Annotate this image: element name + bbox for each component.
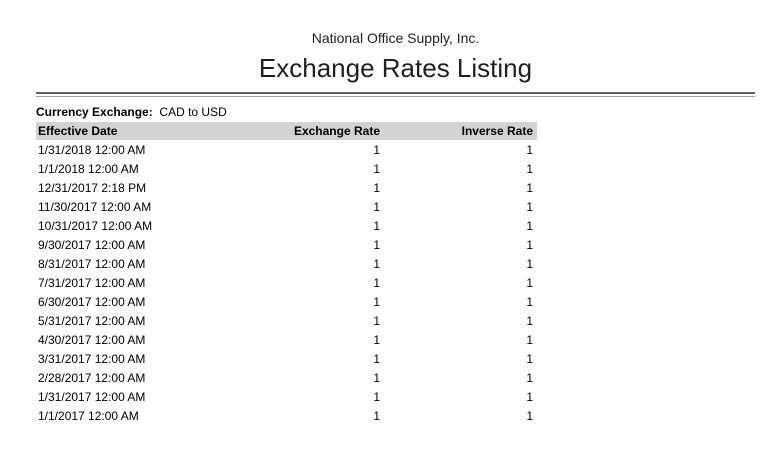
- table-row: 8/31/2017 12:00 AM 1 1: [36, 254, 537, 273]
- cell-effective-date: 8/31/2017 12:00 AM: [38, 256, 146, 271]
- company-name: National Office Supply, Inc.: [311, 30, 480, 46]
- cell-effective-date: 4/30/2017 12:00 AM: [38, 332, 146, 347]
- table-row: 1/31/2017 12:00 AM 1 1: [36, 387, 537, 406]
- cell-exchange-rate: 1: [373, 370, 380, 385]
- cell-exchange-rate: 1: [373, 332, 380, 347]
- cell-inverse-rate: 1: [526, 256, 533, 271]
- cell-inverse-rate: 1: [526, 408, 533, 423]
- table-header-row: Effective Date Exchange Rate Inverse Rat…: [36, 122, 537, 140]
- cell-effective-date: 3/31/2017 12:00 AM: [38, 351, 146, 366]
- table-row: 4/30/2017 12:00 AM 1 1: [36, 330, 537, 349]
- cell-inverse-rate: 1: [526, 180, 533, 195]
- cell-inverse-rate: 1: [526, 332, 533, 347]
- cell-effective-date: 1/31/2018 12:00 AM: [38, 142, 146, 157]
- cell-exchange-rate: 1: [373, 313, 380, 328]
- table-row: 11/30/2017 12:00 AM 1 1: [36, 197, 537, 216]
- cell-exchange-rate: 1: [373, 389, 380, 404]
- table-row: 12/31/2017 2:18 PM 1 1: [36, 178, 537, 197]
- column-header-inverse-rate: Inverse Rate: [384, 122, 537, 140]
- cell-inverse-rate: 1: [526, 389, 533, 404]
- table-row: 10/31/2017 12:00 AM 1 1: [36, 216, 537, 235]
- cell-inverse-rate: 1: [526, 275, 533, 290]
- cell-inverse-rate: 1: [526, 370, 533, 385]
- cell-exchange-rate: 1: [373, 351, 380, 366]
- cell-inverse-rate: 1: [526, 142, 533, 157]
- cell-effective-date: 1/1/2017 12:00 AM: [38, 408, 139, 423]
- cell-exchange-rate: 1: [373, 142, 380, 157]
- cell-inverse-rate: 1: [526, 218, 533, 233]
- column-header-exchange-rate: Exchange Rate: [256, 122, 384, 140]
- page-title: Exchange Rates Listing: [258, 53, 533, 83]
- table-body: 1/31/2018 12:00 AM 1 1 1/1/2018 12:00 AM 1 1 1…: [36, 140, 537, 425]
- table-row: 3/31/2017 12:00 AM 1 1: [36, 349, 537, 368]
- cell-effective-date: 10/31/2017 12:00 AM: [38, 218, 153, 233]
- table-row: 5/31/2017 12:00 AM 1 1: [36, 311, 537, 330]
- report-content: National Office Supply, Inc. Exchange Ra…: [36, 30, 755, 425]
- currency-exchange-filter: Currency Exchange: CAD to USD: [36, 104, 755, 120]
- cell-inverse-rate: 1: [526, 199, 533, 214]
- cell-effective-date: 5/31/2017 12:00 AM: [38, 313, 146, 328]
- cell-effective-date: 6/30/2017 12:00 AM: [38, 294, 146, 309]
- column-header-effective-date: Effective Date: [36, 122, 256, 140]
- cell-inverse-rate: 1: [526, 294, 533, 309]
- cell-effective-date: 1/1/2018 12:00 AM: [38, 161, 139, 176]
- cell-inverse-rate: 1: [526, 351, 533, 366]
- cell-exchange-rate: 1: [373, 256, 380, 271]
- cell-inverse-rate: 1: [526, 237, 533, 252]
- filter-value: CAD to USD: [159, 105, 227, 119]
- title-divider: [36, 92, 755, 97]
- cell-inverse-rate: 1: [526, 313, 533, 328]
- cell-exchange-rate: 1: [373, 218, 380, 233]
- exchange-rates-table: Effective Date Exchange Rate Inverse Rat…: [36, 122, 537, 425]
- table-row: 2/28/2017 12:00 AM 1 1: [36, 368, 537, 387]
- cell-effective-date: 1/31/2017 12:00 AM: [38, 389, 146, 404]
- table-row: 9/30/2017 12:00 AM 1 1: [36, 235, 537, 254]
- cell-inverse-rate: 1: [526, 161, 533, 176]
- table-row: 1/1/2017 12:00 AM 1 1: [36, 406, 537, 425]
- cell-effective-date: 11/30/2017 12:00 AM: [38, 199, 152, 214]
- cell-effective-date: 2/28/2017 12:00 AM: [38, 370, 146, 385]
- cell-exchange-rate: 1: [373, 408, 380, 423]
- table-row: 7/31/2017 12:00 AM 1 1: [36, 273, 537, 292]
- cell-effective-date: 9/30/2017 12:00 AM: [38, 237, 146, 252]
- cell-exchange-rate: 1: [373, 275, 380, 290]
- filter-label: Currency Exchange:: [36, 105, 153, 119]
- cell-exchange-rate: 1: [373, 161, 380, 176]
- cell-exchange-rate: 1: [373, 199, 380, 214]
- cell-exchange-rate: 1: [373, 180, 380, 195]
- table-row: 1/31/2018 12:00 AM 1 1: [36, 140, 537, 159]
- cell-exchange-rate: 1: [373, 237, 380, 252]
- cell-effective-date: 7/31/2017 12:00 AM: [38, 275, 146, 290]
- table-row: 1/1/2018 12:00 AM 1 1: [36, 159, 537, 178]
- cell-exchange-rate: 1: [373, 294, 380, 309]
- table-row: 6/30/2017 12:00 AM 1 1: [36, 292, 537, 311]
- cell-effective-date: 12/31/2017 2:18 PM: [38, 180, 147, 195]
